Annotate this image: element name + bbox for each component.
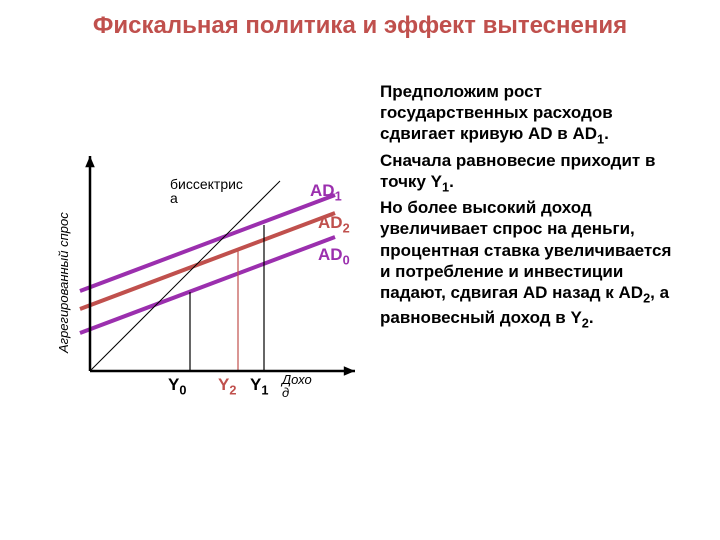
- y1-label: Y1: [250, 375, 268, 397]
- y2-label: Y2: [218, 375, 236, 397]
- chart-area: Агрегированный спрос Дохо д биссектрис а…: [20, 61, 380, 421]
- body-paragraph: Предположим рост государственных расходо…: [380, 81, 680, 148]
- bisector-label: биссектрис а: [170, 177, 243, 205]
- y-axis-label: Агрегированный спрос: [56, 212, 71, 353]
- body-paragraph: Но более высокий доход увеличивает спрос…: [380, 197, 680, 331]
- title-text: Фискальная политика и эффект вытеснения: [93, 12, 627, 39]
- ad2-label: AD2: [318, 213, 350, 235]
- ad0-label: AD0: [318, 245, 350, 267]
- x-axis-label: Дохо д: [282, 373, 312, 399]
- y0-label: Y0: [168, 375, 186, 397]
- chart-svg: [20, 61, 380, 421]
- body-paragraph: Сначала равновесие приходит в точку Y1.: [380, 150, 680, 196]
- content-row: Агрегированный спрос Дохо д биссектрис а…: [0, 41, 720, 421]
- body-text: Предположим рост государственных расходо…: [380, 61, 700, 421]
- slide-title: Фискальная политика и эффект вытеснения: [0, 0, 720, 41]
- ad1-label: AD1: [310, 181, 342, 203]
